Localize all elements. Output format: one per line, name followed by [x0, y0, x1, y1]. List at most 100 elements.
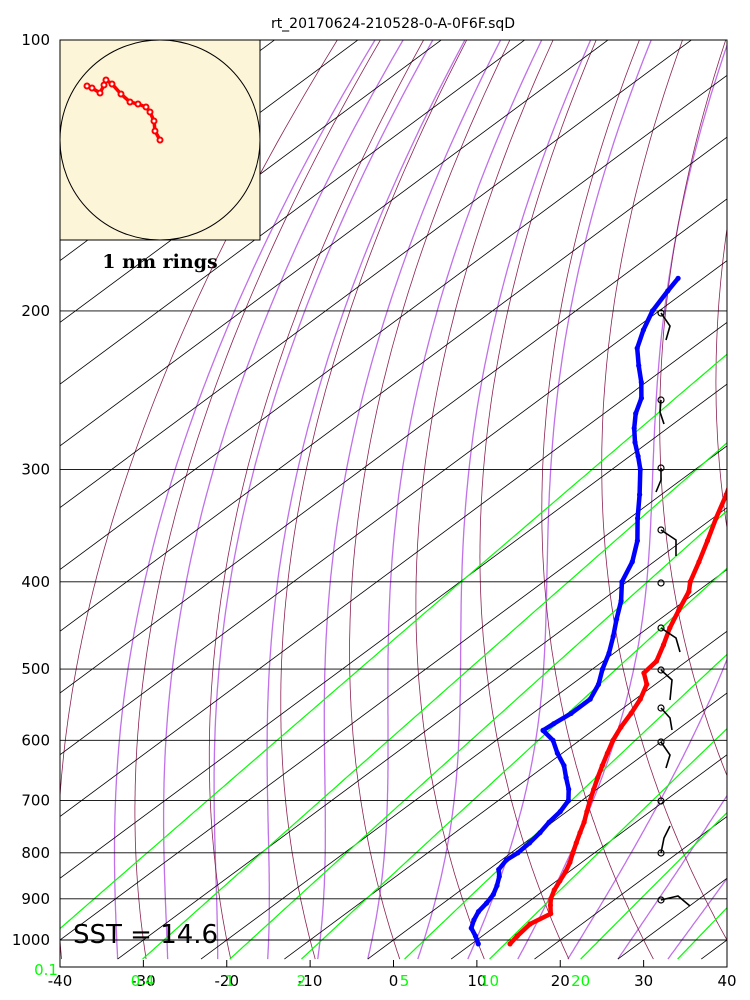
- mixing-ratio-line: [300, 567, 727, 960]
- dewpoint-point: [496, 866, 502, 873]
- pressure-tick-label: 400: [21, 573, 50, 591]
- pressure-tick-label: 900: [21, 890, 50, 908]
- dewpoint-point: [475, 909, 482, 915]
- temperature-point: [548, 896, 554, 902]
- temperature-point: [514, 933, 520, 939]
- dewpoint-point: [638, 395, 645, 401]
- wind-station-marker: [657, 896, 665, 904]
- wind-barb: [655, 468, 662, 493]
- isotherm-line: [60, 136, 727, 632]
- temperature-point: [551, 887, 557, 893]
- isotherm-line: [284, 630, 727, 960]
- temperature-point: [696, 559, 702, 565]
- dry-adiabats: [60, 40, 727, 960]
- wind-barb: [660, 825, 671, 854]
- wind-station-marker: [657, 526, 665, 534]
- dewpoint-point: [599, 666, 606, 672]
- moist-adiabat-line: [667, 877, 727, 960]
- dewpoint-point: [606, 650, 612, 656]
- mixing-ratio-label: 10: [480, 972, 499, 990]
- mixing-ratio-label: 20: [571, 972, 590, 990]
- wind-station-marker: [657, 309, 665, 317]
- dry-adiabat-line: [415, 40, 554, 960]
- dewpoint-point: [595, 681, 602, 688]
- isotherm-line: [200, 568, 727, 960]
- temperature-tick-label: 20: [551, 972, 570, 990]
- dewpoint-point: [629, 559, 635, 565]
- temperature-point: [527, 921, 533, 927]
- dewpoint-point: [484, 900, 490, 906]
- temperature-point: [581, 819, 587, 825]
- dry-adiabat-line: [715, 225, 727, 531]
- isotherm-line: [450, 754, 727, 960]
- hodograph-trace: [83, 76, 164, 144]
- isotherms: [60, 40, 727, 960]
- dry-adiabat-line: [60, 40, 338, 960]
- temperature-point: [676, 607, 682, 613]
- temperature-point: [667, 625, 673, 631]
- hodograph-label: 1 nm rings: [102, 251, 217, 273]
- dewpoint-point: [503, 857, 509, 863]
- temperature-point: [704, 538, 711, 544]
- isotherm-line: [117, 507, 727, 960]
- temperature-tick-label: -40: [48, 972, 73, 990]
- temperature-point: [641, 670, 647, 676]
- dewpoint-point: [635, 453, 641, 459]
- temperature-point: [557, 878, 563, 884]
- hodograph-trace-point: [117, 90, 125, 98]
- pressure-axis: 100 200 300 400 500 600 700 800 900 1000: [12, 31, 50, 949]
- wind-station-marker: [657, 704, 665, 712]
- dewpoint-point: [634, 538, 641, 544]
- temperature-point: [653, 658, 660, 664]
- dewpoint-point: [568, 710, 574, 717]
- temperature-tick-label: 0: [389, 972, 399, 990]
- isotherm-line: [60, 321, 727, 817]
- plot-area: [60, 40, 727, 960]
- temperature-point: [687, 579, 693, 585]
- hodograph-trace-point: [156, 136, 164, 144]
- temperature-point: [584, 809, 590, 815]
- dry-adiabat-line: [541, 40, 654, 960]
- temperature-point: [595, 775, 601, 781]
- temperature-point: [713, 515, 719, 521]
- temperature-trace: [507, 485, 727, 947]
- hodograph-trace-point: [142, 103, 150, 111]
- temperature-point: [577, 830, 583, 836]
- temperature-point: [547, 902, 554, 908]
- isotherm-line: [60, 445, 727, 941]
- isotherm-line: [60, 40, 609, 447]
- isotherm-line: [60, 260, 727, 756]
- dewpoint-point: [561, 763, 567, 769]
- temperature-point: [507, 941, 513, 947]
- temperature-tick-label: -20: [215, 972, 240, 990]
- temperature-point: [604, 750, 611, 756]
- pressure-tick-label: 700: [21, 792, 50, 810]
- dewpoint-point: [610, 633, 616, 640]
- wind-barb: [660, 895, 691, 907]
- pressure-tick-label: 100: [21, 31, 50, 49]
- wind-station-marker: [657, 666, 665, 674]
- dewpoint-point: [550, 737, 556, 743]
- hodograph-trace-point: [134, 100, 142, 108]
- dewpoint-point: [634, 345, 640, 351]
- wind-barb: [660, 529, 677, 556]
- wind-barb: [660, 627, 681, 653]
- dewpoint-point: [636, 363, 642, 369]
- isobars: [60, 40, 727, 941]
- mixing-ratio-line: [580, 811, 727, 960]
- mixing-ratio-line: [404, 653, 727, 960]
- dry-adiabat-line: [208, 40, 425, 960]
- wind-station-marker: [657, 396, 665, 404]
- dewpoint-point: [618, 598, 624, 604]
- pressure-tick-label: 1000: [12, 931, 50, 949]
- dewpoint-point: [631, 425, 637, 431]
- hodograph-trace-point: [100, 81, 108, 89]
- pressure-tick-label: 600: [21, 731, 50, 749]
- temperature-point: [567, 859, 573, 866]
- dewpoint-point: [614, 616, 620, 622]
- moist-adiabat-line: [113, 40, 376, 960]
- dewpoint-point: [468, 925, 474, 931]
- pressure-tick-label: 500: [21, 660, 50, 678]
- wind-station-marker: [657, 738, 665, 746]
- temperature-point: [686, 588, 692, 595]
